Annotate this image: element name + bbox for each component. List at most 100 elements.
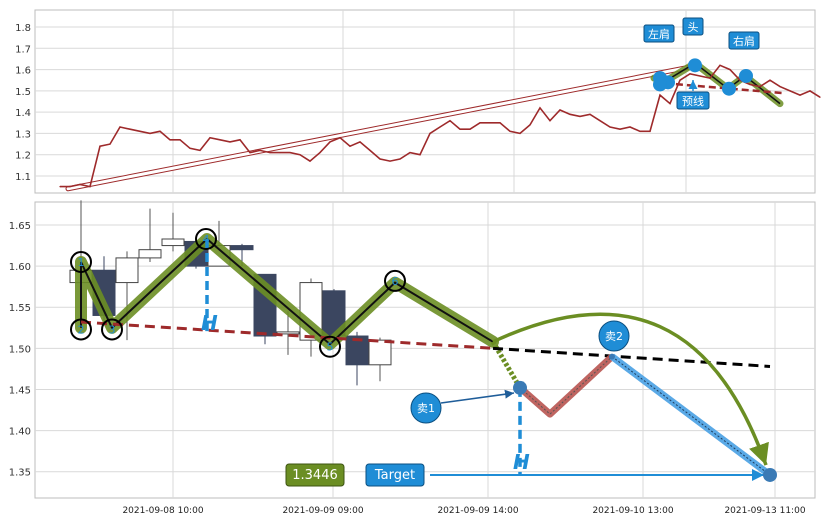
overview-price-point <box>769 79 771 81</box>
detail-y-tick: 1.55 <box>9 303 31 314</box>
detail-y-tick-labels: 1.35 1.40 1.45 1.50 1.55 1.60 1.65 <box>9 221 31 479</box>
overview-price-point <box>389 160 391 162</box>
overview-price-point <box>709 77 711 79</box>
overview-price-point <box>409 151 411 154</box>
overview-price-point <box>539 107 541 109</box>
overview-marker-point <box>739 68 753 83</box>
overview-price-point <box>629 126 631 128</box>
overview-price-point <box>239 139 241 141</box>
overview-price-point <box>219 139 221 141</box>
overview-trend-arrow-fill <box>66 65 690 191</box>
candle-body-up <box>276 331 300 335</box>
overview-price-point <box>449 120 451 122</box>
candle-body-up <box>115 257 139 284</box>
overview-price-point <box>789 90 791 92</box>
overview-price-point <box>249 151 251 154</box>
retest-path-line <box>519 356 613 415</box>
overview-price-point <box>119 126 121 128</box>
overview-marker-point <box>688 58 702 73</box>
candle-body-up <box>368 339 392 366</box>
detail-x-tick: 2021-09-09 14:00 <box>437 506 518 516</box>
sell2-badge <box>598 320 630 352</box>
detail-gridlines <box>35 202 815 498</box>
overview-price-point <box>689 73 691 75</box>
detail-panel: 1.35 1.40 1.45 1.50 1.55 1.60 1.65 2021-09-08 … <box>9 200 816 516</box>
pattern-point-ring <box>70 251 92 274</box>
pattern-point-number: 6 <box>392 275 399 288</box>
sell1-badge <box>410 392 442 424</box>
target-path-line <box>611 356 771 476</box>
pattern-point-ring <box>101 318 123 341</box>
overview-price-point <box>669 103 671 105</box>
overview-price-point <box>79 183 81 186</box>
overview-price-point <box>469 128 471 130</box>
overview-price-point <box>69 186 71 188</box>
target-price-box <box>285 463 345 487</box>
overview-price-point <box>339 137 341 139</box>
candle-body-down <box>345 335 369 366</box>
overview-price-point <box>429 132 431 135</box>
overview-price-point <box>499 122 501 124</box>
overview-price-point <box>759 86 761 88</box>
head-label: 头 <box>688 21 699 34</box>
overview-price-point <box>309 160 311 162</box>
pattern-point-ring <box>70 318 92 341</box>
overview-y-tick: 1.5 <box>15 87 31 98</box>
neckline-label-box <box>676 91 710 110</box>
sell1-pointer <box>440 389 515 404</box>
overview-price-point <box>599 120 601 122</box>
overview-price-point <box>89 186 91 188</box>
candle-body-down <box>230 245 254 251</box>
neckline <box>80 320 494 350</box>
overview-price-point <box>369 149 371 152</box>
overview-price-point <box>799 94 801 96</box>
detail-y-tick: 1.60 <box>9 262 31 273</box>
overview-price-point <box>549 120 551 122</box>
target-point <box>763 467 777 482</box>
overview-y-tick: 1.7 <box>15 44 31 55</box>
overview-price-point <box>659 94 661 96</box>
candle-body-up <box>138 249 162 259</box>
pattern-point-number: 1 <box>78 256 85 269</box>
overview-price-point <box>399 158 401 160</box>
detail-y-tick: 1.50 <box>9 344 31 355</box>
pattern-point-ring <box>195 228 217 250</box>
overview-price-point <box>519 132 521 135</box>
detail-annotations: 1 2 3 4 5 6 H H 卖1 卖2 1.3446 Target <box>70 228 777 487</box>
overview-price-point <box>299 154 301 156</box>
projection-arc <box>492 312 769 466</box>
overview-marker-point <box>653 77 667 92</box>
detail-x-tick-labels: 2021-09-08 10:00 2021-09-09 09:00 2021-09-… <box>122 506 805 516</box>
pattern-point-number: 2 <box>78 323 85 336</box>
overview-price-point <box>109 143 111 145</box>
overview-price-point <box>209 137 211 139</box>
neckline-label: 预线 <box>682 94 704 108</box>
overview-y-tick: 1.2 <box>15 151 31 162</box>
overview-price-point <box>329 141 331 143</box>
detail-x-tick: 2021-09-09 09:00 <box>282 506 363 516</box>
overview-price-point <box>479 122 481 124</box>
overview-price-point <box>719 64 721 66</box>
overview-price-point <box>809 90 811 92</box>
overview-price-point <box>199 149 201 152</box>
overview-price-series <box>59 64 821 188</box>
overview-price-point <box>679 79 681 81</box>
right-shoulder-label: 右肩 <box>733 34 755 48</box>
overview-price-point <box>419 154 421 156</box>
overview-price-point <box>159 130 161 132</box>
overview-y-tick-labels: 1.1 1.2 1.3 1.4 1.5 1.6 1.7 1.8 <box>15 23 31 183</box>
overview-y-tick: 1.8 <box>15 23 31 34</box>
overview-price-point <box>559 109 561 111</box>
overview-price-point <box>149 132 151 135</box>
overview-price-point <box>439 126 441 128</box>
overview-price-point <box>179 139 181 141</box>
pattern-point-number: 5 <box>327 341 334 354</box>
breakdown-path <box>490 340 523 390</box>
detail-frame <box>34 201 816 499</box>
overview-price-point <box>269 151 271 154</box>
overview-price-point <box>129 128 131 130</box>
sell1-label: 卖1 <box>417 402 435 415</box>
overview-price-point <box>139 130 141 132</box>
